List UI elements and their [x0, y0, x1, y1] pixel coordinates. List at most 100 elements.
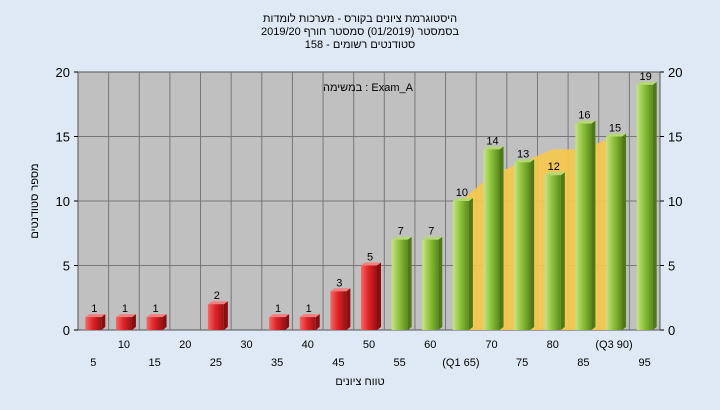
bar-top [361, 262, 381, 266]
x-tick-label: 75 [516, 357, 528, 369]
x-tick-label: 15 [148, 357, 160, 369]
bar [606, 136, 623, 330]
x-tick-label: 40 [302, 339, 314, 351]
bar-value-label: 7 [428, 226, 434, 238]
x-tick-label: 5 [90, 357, 96, 369]
bar-top [146, 314, 167, 318]
x-tick-label: 85 [577, 357, 589, 369]
bar [115, 317, 132, 330]
x-tick-label: 20 [179, 339, 191, 351]
bar-value-label: 3 [336, 277, 342, 289]
chart-annotation: במשימה : Exam_A [323, 82, 414, 94]
y-tick-label-right: 10 [668, 194, 682, 209]
x-tick-label: 50 [363, 339, 375, 351]
bar-value-label: 16 [578, 110, 590, 122]
x-tick-label: 55 [394, 357, 406, 369]
bar-top [452, 198, 473, 201]
bar-side [131, 314, 136, 330]
y-tick-label-right: 5 [668, 259, 675, 274]
bar [422, 239, 439, 330]
bar-top [330, 288, 351, 292]
y-tick-label-right: 0 [668, 323, 675, 338]
bar-top [207, 301, 228, 305]
y-tick-label: 15 [56, 130, 70, 145]
bar [575, 123, 592, 330]
y-tick-label: 0 [63, 323, 70, 338]
bar [452, 201, 469, 330]
bar-side [438, 236, 443, 330]
bar [361, 265, 377, 330]
bar-value-label: 10 [456, 187, 468, 199]
bar [483, 149, 500, 330]
y-axis-left: 0 5 10 15 20 [56, 65, 78, 338]
y-tick-label: 10 [56, 194, 70, 209]
bar-side [285, 314, 290, 330]
x-tick-label: 60 [424, 339, 436, 351]
bar-value-label: 1 [275, 303, 281, 315]
x-tick-label: 95 [639, 357, 651, 369]
chart-title: היסטוגרמת ציונים בקורס - מערכות לומדות ב… [261, 12, 459, 51]
bar-top [299, 314, 320, 318]
bar [146, 317, 163, 330]
bar-side [407, 236, 412, 330]
x-tick-label: 45 [332, 357, 344, 369]
bar-side [162, 314, 167, 330]
bar [544, 175, 561, 330]
x-tick-label: (Q3 90) [595, 339, 632, 351]
bar-value-label: 1 [91, 303, 97, 315]
x-tick-label: (Q1 65) [442, 357, 479, 369]
bar-side [622, 133, 627, 330]
bar-top [483, 146, 504, 150]
bar [391, 239, 408, 330]
title-line-3: סטודנטים רשומים - 158 [305, 39, 416, 51]
bar [85, 317, 102, 330]
bar-top [606, 133, 627, 137]
bar [269, 317, 286, 330]
x-tick-label: 30 [240, 339, 252, 351]
bar-side [315, 314, 320, 330]
bar-value-label: 12 [548, 161, 560, 173]
bar-side [101, 314, 106, 330]
bar-side [652, 81, 657, 331]
bar-value-label: 5 [367, 252, 373, 264]
x-tick-label: 80 [547, 339, 559, 351]
x-axis: 5 10 15 20 25 30 35 40 45 50 55 60 (Q1 65) 70 75 80 85 (Q… [90, 339, 651, 369]
bar-top [85, 314, 106, 318]
y-tick-label-right: 20 [668, 65, 682, 80]
y-tick-label-right: 15 [668, 130, 682, 145]
bars [85, 81, 657, 331]
x-tick-label: 35 [271, 357, 283, 369]
bar-value-label: 19 [640, 71, 652, 83]
bar-value-label: 15 [609, 123, 621, 135]
bar-side [499, 146, 504, 330]
bar-side [223, 301, 228, 330]
y-axis-label: מספר סטודנטים [29, 163, 41, 238]
bar-side [530, 159, 535, 330]
bar-top [575, 120, 596, 124]
bar-top [514, 159, 535, 163]
bar-top [391, 236, 412, 240]
bar [207, 304, 224, 330]
bar-top [636, 81, 657, 85]
bar-side [346, 288, 351, 330]
bar [636, 84, 653, 331]
bar-top [269, 314, 290, 318]
y-tick-label: 5 [63, 259, 70, 274]
x-tick-label: 10 [118, 339, 130, 351]
bar-value-label: 1 [153, 303, 159, 315]
bar-value-label: 1 [306, 303, 312, 315]
bar [330, 291, 347, 330]
bar-value-label: 13 [517, 148, 529, 160]
y-tick-label: 20 [56, 65, 70, 80]
bar-value-label: 2 [214, 290, 220, 302]
bar-top [422, 236, 443, 240]
bar-side [377, 262, 381, 330]
bar-top [115, 314, 136, 318]
bar-value-label: 7 [398, 226, 404, 238]
bar-value-label: 14 [486, 135, 498, 147]
x-axis-label: טווח ציונים [335, 376, 384, 388]
bar-side [591, 120, 596, 330]
